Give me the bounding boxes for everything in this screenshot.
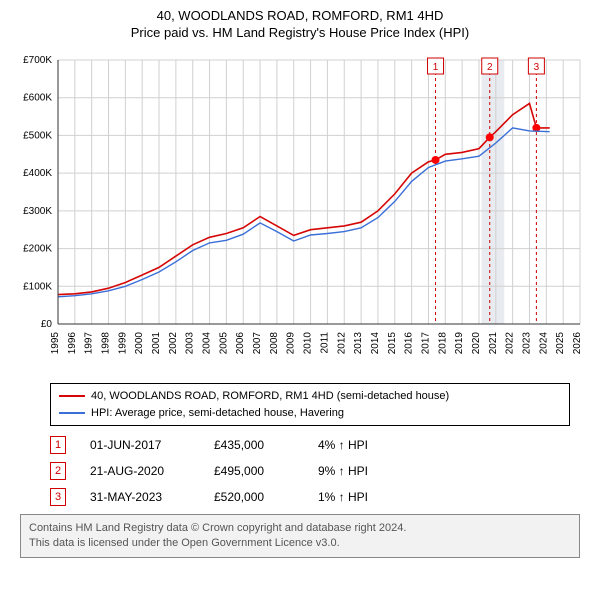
svg-text:2010: 2010 [303, 332, 314, 355]
event-price: £495,000 [214, 464, 294, 478]
svg-text:2008: 2008 [269, 332, 280, 355]
svg-text:2012: 2012 [336, 332, 347, 355]
legend: 40, WOODLANDS ROAD, ROMFORD, RM1 4HD (se… [50, 383, 570, 426]
svg-text:2001: 2001 [151, 332, 162, 355]
event-row: 3 31-MAY-2023 £520,000 1% ↑ HPI [50, 488, 570, 506]
footer-attribution: Contains HM Land Registry data © Crown c… [20, 514, 580, 558]
svg-text:2014: 2014 [370, 332, 381, 355]
event-price: £520,000 [214, 490, 294, 504]
svg-text:2020: 2020 [471, 332, 482, 355]
event-marker: 2 [50, 462, 66, 480]
svg-text:2004: 2004 [202, 332, 213, 355]
event-row: 1 01-JUN-2017 £435,000 4% ↑ HPI [50, 436, 570, 454]
svg-text:2009: 2009 [286, 332, 297, 355]
svg-text:£0: £0 [41, 319, 53, 330]
svg-text:2025: 2025 [555, 332, 566, 355]
legend-swatch [59, 395, 85, 397]
svg-text:2003: 2003 [185, 332, 196, 355]
svg-text:£700K: £700K [23, 55, 52, 66]
svg-text:2024: 2024 [538, 332, 549, 355]
title-block: 40, WOODLANDS ROAD, ROMFORD, RM1 4HD Pri… [10, 8, 590, 40]
legend-label: HPI: Average price, semi-detached house,… [91, 405, 344, 422]
footer-line-2: This data is licensed under the Open Gov… [29, 536, 571, 551]
svg-text:£200K: £200K [23, 244, 52, 255]
legend-label: 40, WOODLANDS ROAD, ROMFORD, RM1 4HD (se… [91, 388, 449, 405]
svg-text:2017: 2017 [420, 332, 431, 355]
event-flag-label: 1 [433, 62, 439, 73]
svg-text:2007: 2007 [252, 332, 263, 355]
svg-text:2002: 2002 [168, 332, 179, 355]
svg-text:2018: 2018 [437, 332, 448, 355]
svg-text:1999: 1999 [117, 332, 128, 355]
svg-text:2013: 2013 [353, 332, 364, 355]
event-pct: 4% ↑ HPI [318, 438, 408, 452]
svg-text:2000: 2000 [134, 332, 145, 355]
event-row: 2 21-AUG-2020 £495,000 9% ↑ HPI [50, 462, 570, 480]
svg-text:£100K: £100K [23, 281, 52, 292]
highlight-band [481, 60, 504, 324]
footer-line-1: Contains HM Land Registry data © Crown c… [29, 521, 571, 536]
legend-item: HPI: Average price, semi-detached house,… [59, 405, 561, 422]
svg-text:2023: 2023 [521, 332, 532, 355]
svg-text:£600K: £600K [23, 93, 52, 104]
event-pct: 1% ↑ HPI [318, 490, 408, 504]
svg-text:2016: 2016 [404, 332, 415, 355]
event-flag-label: 2 [487, 62, 493, 73]
title-line-1: 40, WOODLANDS ROAD, ROMFORD, RM1 4HD [10, 8, 590, 23]
svg-text:£400K: £400K [23, 168, 52, 179]
event-flag-label: 3 [534, 62, 540, 73]
chart: £0 £100K £200K £300K £400K £500K £600K £700K 199… [10, 50, 590, 375]
event-date: 21-AUG-2020 [90, 464, 190, 478]
svg-text:2015: 2015 [387, 332, 398, 355]
event-marker: 3 [50, 488, 66, 506]
price-marker [486, 133, 494, 141]
svg-text:1995: 1995 [50, 332, 61, 355]
event-marker: 1 [50, 436, 66, 454]
event-date: 31-MAY-2023 [90, 490, 190, 504]
price-marker [432, 156, 440, 164]
svg-text:2006: 2006 [235, 332, 246, 355]
svg-text:2026: 2026 [572, 332, 583, 355]
legend-swatch [59, 412, 85, 414]
event-date: 01-JUN-2017 [90, 438, 190, 452]
svg-text:2022: 2022 [505, 332, 516, 355]
svg-text:1997: 1997 [84, 332, 95, 355]
svg-text:£500K: £500K [23, 130, 52, 141]
legend-item: 40, WOODLANDS ROAD, ROMFORD, RM1 4HD (se… [59, 388, 561, 405]
svg-text:1998: 1998 [101, 332, 112, 355]
svg-text:2005: 2005 [218, 332, 229, 355]
svg-text:2019: 2019 [454, 332, 465, 355]
svg-text:£300K: £300K [23, 206, 52, 217]
chart-svg: £0 £100K £200K £300K £400K £500K £600K £700K 199… [10, 50, 590, 370]
event-pct: 9% ↑ HPI [318, 464, 408, 478]
event-price: £435,000 [214, 438, 294, 452]
svg-text:2021: 2021 [488, 332, 499, 355]
events-table: 1 01-JUN-2017 £435,000 4% ↑ HPI 2 21-AUG-2020… [50, 436, 570, 506]
svg-text:2011: 2011 [319, 332, 330, 354]
svg-text:1996: 1996 [67, 332, 78, 355]
title-line-2: Price paid vs. HM Land Registry's House … [10, 25, 590, 40]
